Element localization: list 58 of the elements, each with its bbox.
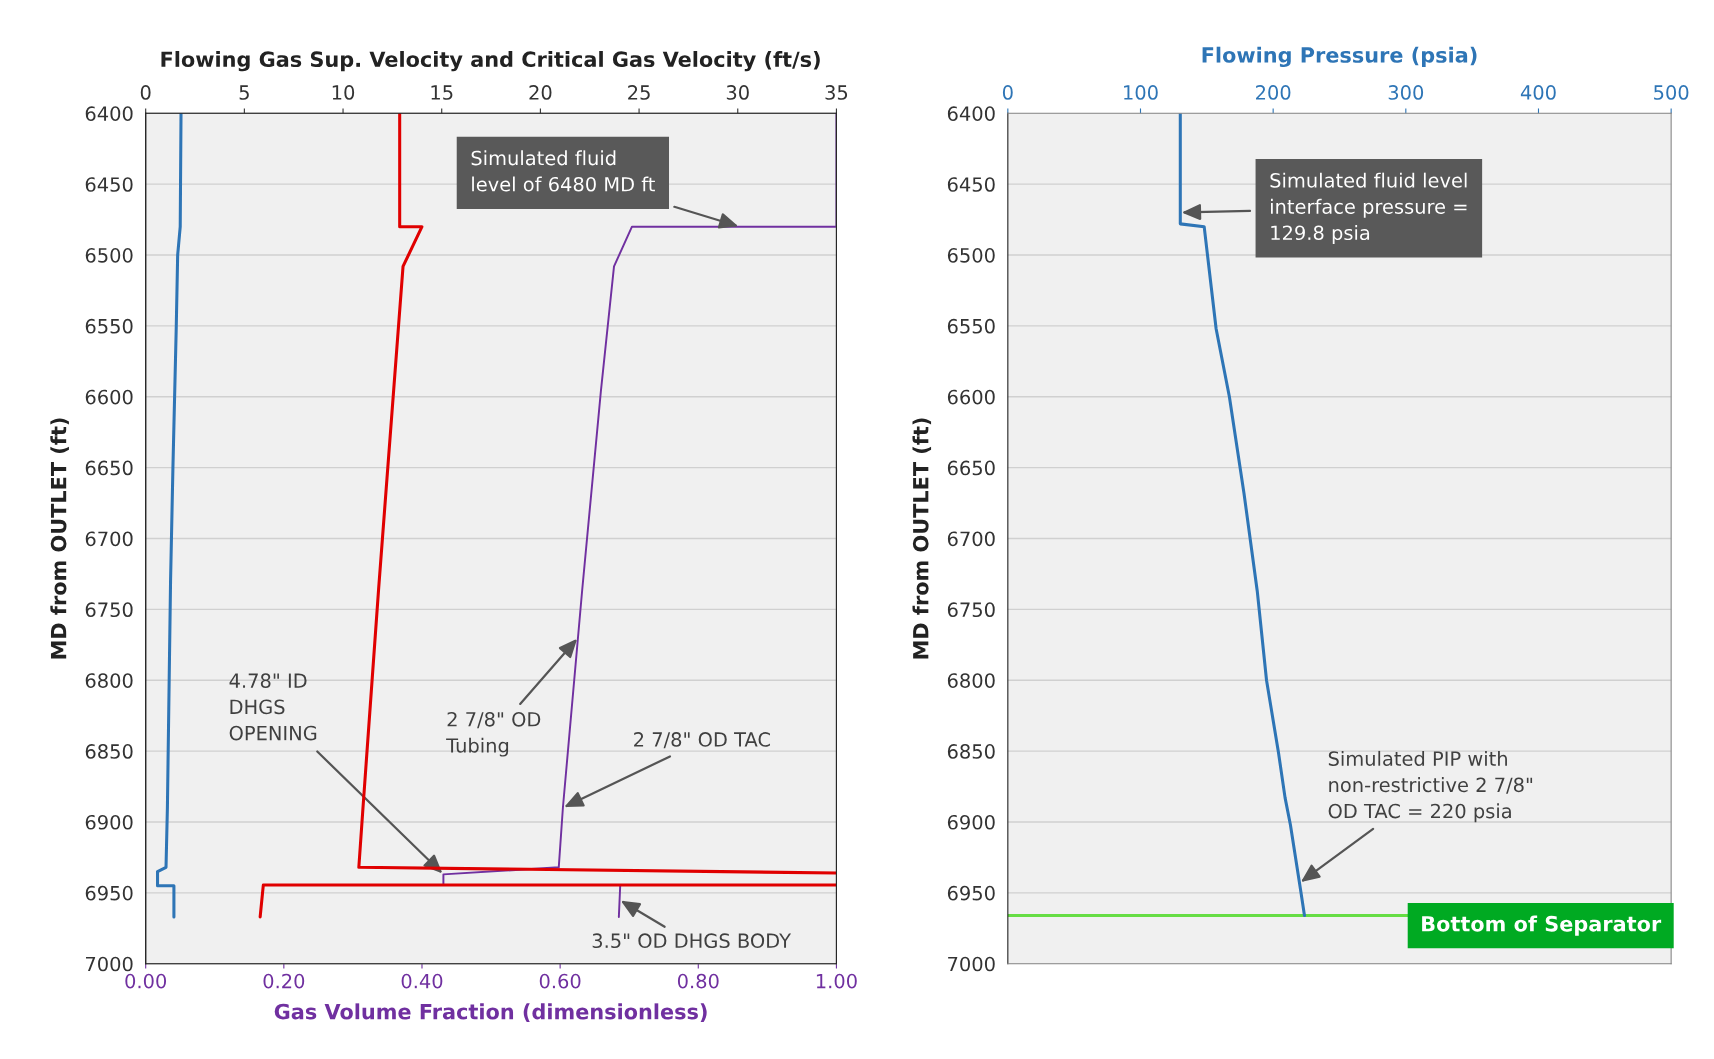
y-tick-label: 6850 — [85, 744, 133, 759]
y-tick-label: 7000 — [948, 956, 995, 972]
y-tick-label: 6800 — [947, 673, 995, 688]
ref-line-label: Bottom of Separator — [1422, 915, 1662, 936]
annotation: 4.78" ID DHGS OPENING — [229, 673, 317, 741]
x-tick-label: 1.00 — [816, 973, 857, 989]
annotation: 3.5" OD DHGS BODY — [592, 933, 792, 949]
y-tick-label: 6550 — [947, 318, 995, 334]
y-tick-label: 6750 — [947, 602, 995, 618]
x2-tick-label: 25 — [628, 85, 650, 100]
x2-tick-label: 10 — [332, 85, 355, 100]
y-tick-label: 6800 — [85, 673, 133, 688]
y-tick-label: 7000 — [85, 956, 133, 972]
x-tick-label: 0.60 — [539, 973, 581, 989]
y-tick-label: 6700 — [85, 531, 133, 547]
y-tick-label: 6450 — [947, 177, 995, 192]
x-tick-label: 100 — [1124, 85, 1158, 100]
y-tick-label: 6900 — [947, 814, 995, 830]
x2-tick-label: 30 — [726, 85, 749, 100]
x-axis-title: Flowing Pressure (psia) — [1202, 46, 1477, 68]
y-tick-label: 6850 — [947, 744, 995, 759]
y-tick-label: 6400 — [85, 106, 133, 121]
y-tick-label: 6550 — [85, 318, 133, 334]
x2-tick-label: 35 — [825, 85, 848, 100]
y-tick-label: 6650 — [85, 460, 133, 476]
y-tick-label: 6900 — [85, 814, 133, 830]
y-tick-label: 6650 — [947, 460, 995, 476]
x-tick-label: 500 — [1654, 85, 1689, 100]
x2-axis-title: Flowing Gas Sup. Velocity and Critical Gas Velocity (ft/s) — [161, 50, 820, 72]
x-tick-label: 300 — [1388, 85, 1424, 100]
y-tick-label: 6500 — [947, 248, 995, 263]
y-tick-label: 6400 — [947, 106, 995, 121]
annotation: 2 7/8" OD TAC — [634, 732, 770, 749]
y-tick-label: 6600 — [85, 389, 133, 405]
annotation: Simulated fluid level of 6480 MD ft — [471, 150, 655, 192]
x2-tick-label: 20 — [529, 85, 552, 100]
annotation: Simulated PIP with non-restrictive 2 7/8" OD TAC = 220 psia — [1328, 750, 1533, 823]
x-tick-label: 400 — [1520, 85, 1556, 100]
y-tick-label: 6600 — [947, 389, 995, 405]
y-axis-title: MD from OUTLET (ft) — [912, 418, 932, 659]
x-tick-label: 0.80 — [677, 973, 719, 989]
y-tick-label: 6700 — [947, 531, 995, 547]
x2-tick-label: 15 — [431, 85, 453, 100]
x-axis-title: Gas Volume Fraction (dimensionless) — [274, 1003, 707, 1022]
annotation: 2 7/8" OD Tubing — [446, 711, 541, 757]
x-tick-label: 0.40 — [401, 973, 443, 989]
y-tick-label: 6950 — [85, 885, 133, 901]
y-tick-label: 6500 — [85, 248, 133, 263]
x-tick-label: 200 — [1256, 85, 1291, 100]
y-tick-label: 6950 — [947, 885, 995, 901]
x2-tick-label: 5 — [239, 85, 249, 100]
x-tick-label: 0.00 — [125, 973, 167, 989]
y-tick-label: 6750 — [85, 602, 133, 618]
y-axis-title: MD from OUTLET (ft) — [50, 418, 69, 659]
x-tick-label: 0.20 — [263, 973, 305, 989]
annotation: Simulated fluid level interface pressure = 129.8 psia — [1270, 172, 1467, 244]
y-tick-label: 6450 — [85, 177, 133, 192]
x-tick-label: 0 — [1002, 85, 1013, 100]
